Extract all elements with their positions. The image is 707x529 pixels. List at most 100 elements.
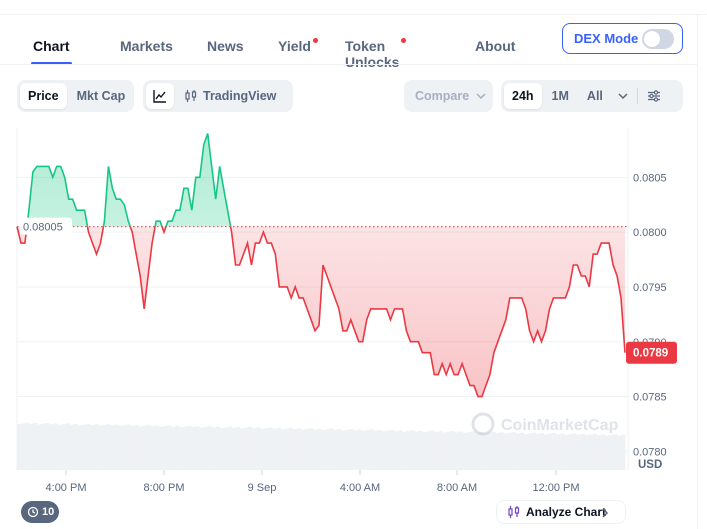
volume-bar [389, 429, 395, 470]
volume-bar [564, 434, 569, 470]
volume-bar [596, 435, 601, 470]
volume-bar [333, 429, 338, 470]
volume-bar [316, 428, 322, 470]
volume-bar [361, 430, 366, 470]
range-24h-button[interactable]: 24h [504, 83, 542, 109]
coinmarketcap-logo-icon [471, 412, 495, 436]
x-tick-label: 4:00 AM [340, 482, 380, 494]
chevron-right-icon [602, 508, 609, 518]
y-tick-label: 0.0780 [633, 446, 667, 458]
candlestick-icon [185, 90, 197, 102]
volume-bar [25, 422, 30, 470]
volume-bar [503, 433, 508, 470]
mktcap-button[interactable]: Mkt Cap [76, 89, 126, 103]
volume-bar [126, 424, 131, 470]
volume-bar [475, 432, 480, 470]
volume-bar [515, 433, 520, 470]
volume-bar [438, 431, 443, 470]
range-1m-button[interactable]: 1M [551, 89, 569, 103]
volume-bar [268, 427, 273, 470]
volume-bar [207, 426, 212, 470]
volume-bar [377, 429, 383, 470]
volume-bar [321, 430, 326, 470]
volume-bar [89, 425, 95, 470]
volume-bar [552, 432, 557, 470]
volume-bar [154, 425, 160, 470]
volume-bar [171, 426, 176, 470]
volume-bar [191, 427, 196, 470]
compare-dropdown[interactable]: Compare [404, 80, 493, 112]
tab-label: Markets [120, 38, 173, 54]
volume-bar [353, 430, 358, 470]
current-price-label: 0.0789 [633, 348, 668, 360]
line-chart-button[interactable] [146, 83, 174, 109]
volume-bar [418, 430, 423, 470]
tab-label: News [207, 38, 244, 54]
price-chart[interactable]: 0.08050.08000.07950.07900.07850.0780Coin… [0, 120, 697, 498]
tab-news[interactable]: News [207, 28, 244, 64]
price-line-up [17, 133, 232, 227]
volume-bar [183, 426, 188, 470]
volume-bar [576, 434, 581, 470]
chevron-down-icon [618, 93, 628, 100]
volume-bar [195, 426, 200, 470]
volume-bar [398, 430, 403, 470]
y-tick-label: 0.0800 [633, 227, 667, 239]
volume-bar [446, 431, 452, 470]
range-all-button[interactable]: All [586, 89, 603, 103]
volume-bar [479, 431, 484, 470]
volume-bar [69, 424, 75, 470]
volume-bar [296, 428, 302, 470]
price-button[interactable]: Price [20, 83, 67, 109]
volume-bar [385, 430, 391, 470]
volume-bar [580, 433, 585, 470]
volume-bar [243, 427, 249, 470]
volume-bar [223, 427, 229, 470]
history-badge[interactable]: 10 [21, 501, 59, 523]
volume-bar [308, 428, 314, 470]
volume-bar [199, 427, 204, 470]
volume-bar [239, 428, 245, 470]
tab-chart[interactable]: Chart [31, 28, 72, 65]
volume-bar [600, 434, 606, 470]
chart-style-segment: TradingView [143, 80, 293, 112]
volume-bar [187, 425, 192, 470]
volume-bar [426, 431, 431, 470]
new-indicator-dot [312, 38, 318, 43]
volume-bar [572, 433, 577, 470]
new-indicator-dot [401, 38, 407, 43]
chart-settings-button[interactable] [642, 83, 666, 109]
analyze-chart-button[interactable]: Analyze Chart [496, 500, 626, 524]
volume-bar [85, 423, 91, 470]
area-above-reference [26, 133, 231, 227]
volume-bar [94, 424, 99, 470]
volume-bar [454, 432, 460, 470]
volume-bar [21, 423, 26, 470]
tab-yield[interactable]: Yield [278, 28, 318, 64]
tab-markets[interactable]: Markets [120, 28, 173, 64]
volume-bar [560, 433, 565, 470]
volume-bar [235, 427, 241, 470]
tab-token-unlocks[interactable]: Token Unlocks [345, 28, 407, 70]
volume-bar [215, 426, 220, 470]
compare-label: Compare [407, 83, 495, 109]
volume-bar [535, 433, 541, 470]
volume-bar [304, 428, 310, 470]
tab-about[interactable]: About [475, 28, 515, 64]
y-tick-label: 0.0805 [633, 172, 667, 184]
dex-mode-switch[interactable] [642, 29, 674, 49]
reference-label-bg [20, 217, 72, 235]
volume-bar [158, 426, 164, 470]
volume-bar [300, 429, 306, 470]
volume-bar [175, 425, 180, 470]
volume-bar [442, 432, 447, 470]
candlestick-icon [508, 506, 520, 518]
dex-mode-toggle[interactable]: DEX Mode [562, 23, 683, 54]
volume-bar [487, 432, 492, 470]
range-more-button[interactable] [613, 83, 633, 109]
tradingview-button[interactable]: TradingView [176, 83, 284, 109]
volume-bar [134, 425, 139, 470]
volume-bar [556, 434, 561, 470]
history-icon [27, 506, 39, 518]
volume-bar [341, 430, 346, 470]
